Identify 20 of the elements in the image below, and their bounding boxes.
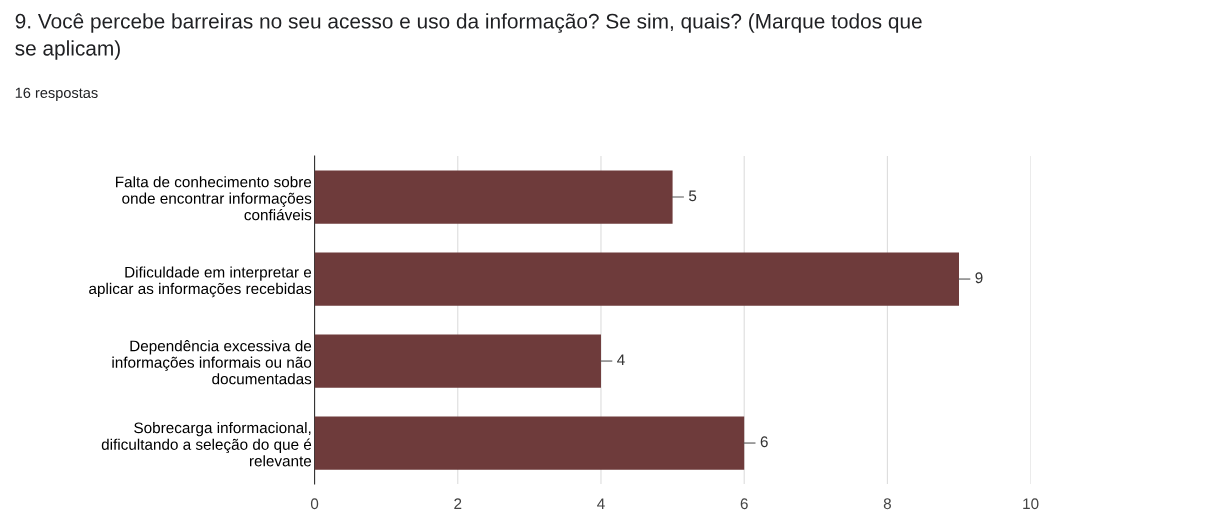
- data-label: 9: [975, 272, 983, 284]
- data-label: 6: [760, 436, 768, 448]
- y-tick-label: Dificuldade em interpretar e aplicar as informações recebidas: [89, 266, 312, 298]
- x-tick-label: 0: [310, 498, 319, 510]
- x-tick-label: 8: [883, 498, 891, 510]
- bar: [314, 334, 601, 388]
- chart-title: 9. Você percebe barreiras no seu acesso e uso da informação? Se sim, quais? (Marque todos que se aplicam): [15, 13, 922, 60]
- text: 16 respostas: [15, 87, 98, 101]
- x-tick-label: 10: [1023, 498, 1039, 510]
- bar: [314, 252, 959, 306]
- x-tick-label: 6: [740, 498, 748, 510]
- bar: [314, 170, 673, 224]
- x-tick-label: 4: [597, 498, 605, 509]
- data-label: 5: [688, 190, 697, 202]
- data-label: 4: [617, 354, 625, 365]
- bar: [314, 416, 745, 470]
- y-tick-label: Falta de conhecimento sobre onde encontrar informações confiáveis: [116, 176, 312, 221]
- y-tick-label: Sobrecarga informacional, dificultando a seleção do que é relevante: [101, 422, 312, 467]
- y-tick-label: Dependência excessiva de informações informais ou não documentadas: [112, 340, 312, 385]
- x-tick-label: 2: [454, 498, 462, 509]
